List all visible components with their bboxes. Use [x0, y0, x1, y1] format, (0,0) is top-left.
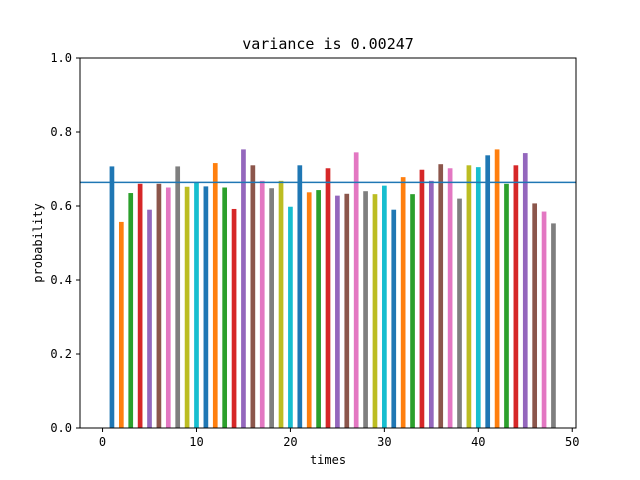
bars-group: [109, 149, 556, 429]
y-tick-label: 0.4: [50, 273, 72, 287]
bar-21: [297, 165, 303, 429]
bar-6: [156, 183, 162, 428]
bar-8: [175, 166, 181, 428]
bar-24: [325, 168, 331, 428]
bar-44: [513, 165, 519, 429]
bar-40: [475, 167, 481, 428]
bar-42: [494, 149, 500, 428]
y-tick-label: 0.2: [50, 347, 72, 361]
x-tick-label: 30: [377, 435, 391, 449]
bar-19: [278, 180, 284, 428]
y-axis-label: probability: [31, 203, 45, 282]
bar-47: [541, 211, 547, 428]
bar-38: [457, 198, 462, 428]
bar-29: [372, 194, 378, 428]
plot-frame: [79, 57, 577, 429]
chart-title: variance is 0.00247: [242, 35, 414, 53]
x-tick-label: 40: [471, 435, 485, 449]
bar-34: [419, 169, 425, 429]
bar-7: [165, 187, 171, 428]
y-tick-label: 1.0: [50, 51, 72, 65]
bar-41: [485, 155, 491, 428]
x-tick-label: 50: [565, 435, 579, 449]
x-axis-label: times: [310, 453, 346, 467]
bar-9: [184, 186, 190, 428]
bar-5: [147, 209, 152, 428]
x-tick-label: 20: [283, 435, 297, 449]
bar-48: [551, 223, 556, 428]
bar-13: [222, 187, 228, 428]
bar-45: [522, 153, 528, 428]
bar-35: [428, 180, 434, 428]
x-axis-ticks: 0 10 20 30 40 50: [99, 428, 579, 449]
bar-23: [316, 190, 321, 428]
y-tick-label: 0.6: [50, 199, 72, 213]
bar-39: [466, 165, 472, 429]
bar-3: [128, 193, 134, 428]
bar-31: [391, 209, 397, 428]
bar-22: [306, 192, 312, 428]
bar-26: [344, 193, 350, 428]
bar-10: [194, 181, 199, 428]
x-tick-label: 10: [189, 435, 203, 449]
bar-4: [137, 183, 143, 428]
bar-11: [203, 186, 209, 428]
x-tick-label: 0: [99, 435, 106, 449]
bar-28: [363, 191, 368, 428]
bar-14: [231, 208, 237, 428]
y-tick-label: 0.8: [50, 125, 72, 139]
bar-20: [288, 206, 293, 428]
bar-16: [250, 165, 256, 429]
bar-30: [382, 185, 387, 428]
bar-36: [438, 164, 444, 428]
bar-33: [410, 194, 415, 428]
y-tick-label: 0.0: [50, 421, 72, 435]
bar-2: [118, 221, 124, 428]
bar-15: [241, 149, 246, 428]
bar-25: [335, 195, 340, 428]
bar-1: [109, 166, 115, 428]
bar-43: [504, 183, 509, 428]
bar-46: [532, 203, 538, 428]
y-axis-ticks: 0.0 0.2 0.4 0.6 0.8 1.0: [50, 51, 80, 435]
bar-17: [259, 180, 265, 428]
bar-12: [212, 163, 218, 428]
bar-32: [400, 177, 406, 428]
bar-27: [353, 152, 359, 428]
bar-18: [269, 188, 274, 428]
bar-37: [447, 168, 453, 428]
